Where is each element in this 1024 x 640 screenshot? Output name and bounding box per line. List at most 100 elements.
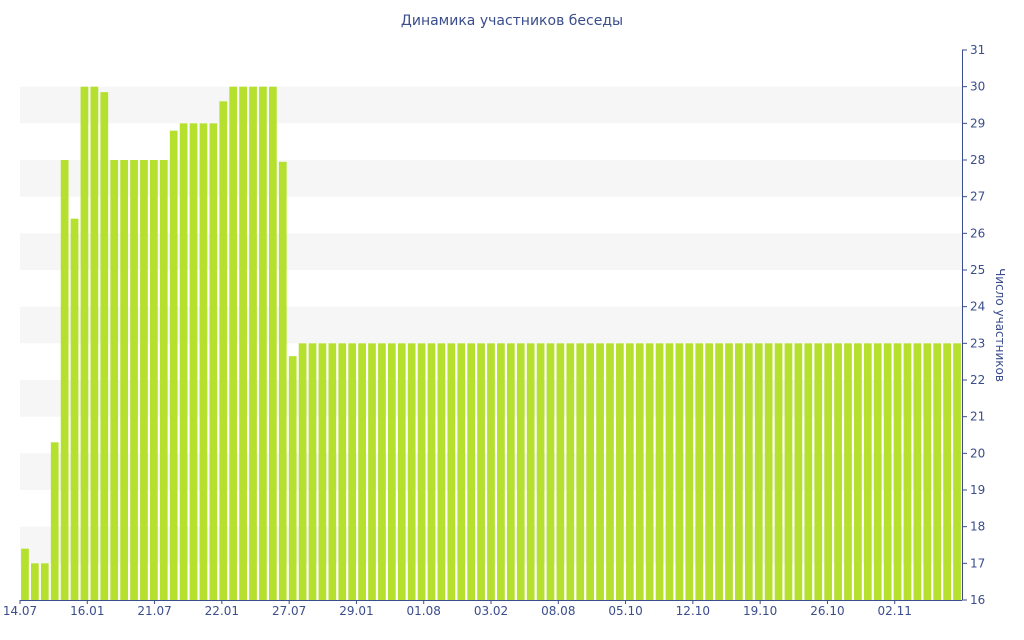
bar: [814, 343, 823, 600]
bar: [596, 343, 604, 600]
bar: [219, 101, 228, 600]
x-tick-label: 22.01: [205, 604, 239, 618]
bar: [725, 343, 733, 600]
x-tick-label: 01.08: [407, 604, 441, 618]
bar: [417, 343, 426, 600]
x-tick-label: 03.02: [474, 604, 508, 618]
y-tick-label: 25: [970, 263, 985, 277]
bar: [120, 160, 128, 600]
bar: [497, 343, 505, 600]
bar: [209, 123, 218, 600]
bar: [705, 343, 714, 600]
bar: [249, 86, 257, 600]
bar: [338, 343, 347, 600]
bar: [189, 123, 198, 600]
bar: [437, 343, 446, 600]
bar: [556, 343, 565, 600]
y-tick-label: 17: [970, 556, 985, 570]
bar: [854, 343, 862, 600]
bar: [358, 343, 366, 600]
bar: [70, 218, 79, 600]
bar: [328, 343, 337, 600]
grid-band: [20, 86, 962, 124]
bar: [923, 343, 932, 600]
bar: [893, 343, 902, 600]
bar: [506, 343, 515, 600]
bar: [566, 343, 575, 600]
bar: [348, 343, 357, 600]
bar: [239, 86, 247, 600]
bar: [873, 343, 882, 600]
bar: [655, 343, 664, 600]
x-tick-label: 14.07: [3, 604, 37, 618]
bar: [834, 343, 842, 600]
bar: [625, 343, 634, 600]
bar: [715, 343, 723, 600]
bar: [953, 343, 961, 600]
bar: [933, 343, 942, 600]
bar: [685, 343, 694, 600]
bar: [844, 343, 852, 600]
bar: [546, 343, 555, 600]
bar: [407, 343, 416, 600]
bar: [40, 563, 49, 600]
bar: [110, 160, 119, 600]
bar: [764, 343, 773, 600]
bar: [863, 343, 872, 600]
bar: [536, 343, 545, 600]
bar: [457, 343, 466, 600]
y-tick-label: 22: [970, 373, 985, 387]
bar: [526, 343, 535, 600]
bar: [804, 343, 813, 600]
bar: [487, 343, 495, 600]
y-tick-label: 19: [970, 483, 985, 497]
x-tick-label: 08.08: [541, 604, 575, 618]
bar: [60, 160, 69, 600]
y-tick-label: 30: [970, 80, 985, 94]
bar: [368, 343, 376, 600]
bar: [695, 343, 704, 600]
bar: [278, 161, 287, 601]
bar: [21, 548, 29, 600]
bar: [467, 343, 476, 600]
bar: [516, 343, 525, 600]
bar: [576, 343, 585, 600]
bar: [903, 343, 912, 600]
y-tick-label: 26: [970, 226, 985, 240]
x-tick-label: 29.01: [339, 604, 373, 618]
x-tick-label: 12.10: [676, 604, 710, 618]
bar: [169, 130, 178, 600]
bar: [308, 343, 317, 600]
bar: [606, 343, 614, 600]
y-tick-label: 24: [970, 300, 985, 314]
bar: [774, 343, 783, 600]
x-tick-label: 05.10: [608, 604, 642, 618]
chart-title: Динамика участников беседы: [400, 13, 624, 29]
bar: [754, 343, 763, 600]
bar: [288, 356, 297, 600]
bar: [397, 343, 406, 600]
bar: [100, 92, 109, 601]
axes: [19, 49, 967, 604]
bar: [586, 343, 595, 600]
bar: [130, 160, 138, 600]
bar: [50, 442, 59, 600]
bar: [794, 343, 803, 600]
y-axis-title: Число участников: [993, 268, 1007, 382]
x-tick-label: 21.07: [137, 604, 171, 618]
tick-labels: 16 17 18 19 20 21 22 23 24 25 26 27 28 29 30 31 14.07 16.…: [3, 43, 1007, 618]
bar: [318, 343, 327, 600]
x-tick-label: 16.01: [70, 604, 104, 618]
bar: [179, 123, 188, 600]
bar: [645, 343, 654, 600]
bar: [824, 343, 833, 600]
bar: [447, 343, 456, 600]
bars: [21, 86, 961, 601]
bar: [883, 343, 892, 600]
bar: [90, 86, 99, 600]
bar: [735, 343, 743, 600]
bar: [784, 343, 793, 600]
y-tick-label: 29: [970, 116, 985, 130]
y-tick-label: 20: [970, 446, 985, 460]
